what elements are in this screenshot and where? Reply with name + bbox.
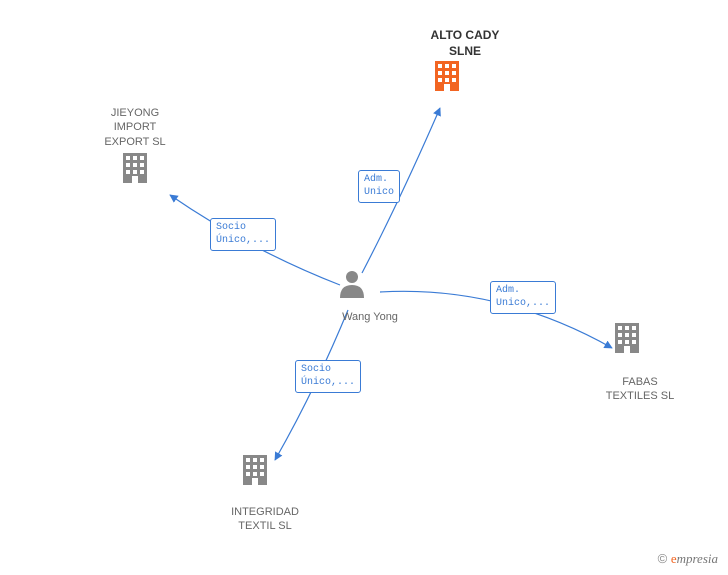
- building-icon-jieyong: [120, 151, 150, 190]
- edge-label-integridad: Socio Único,...: [295, 360, 361, 393]
- edge-label-jieyong: Socio Único,...: [210, 218, 276, 251]
- footer-attribution: © empresia: [658, 551, 718, 567]
- copyright-symbol: ©: [658, 551, 668, 566]
- building-icon-fabas: [612, 321, 642, 360]
- building-icon-integridad: [240, 453, 270, 492]
- building-icon-alto_cady: [432, 59, 462, 98]
- node-label-alto_cady: ALTO CADY SLNE: [410, 28, 520, 59]
- node-label-jieyong: JIEYONG IMPORT EXPORT SL: [95, 106, 175, 149]
- center-node-label: Wang Yong: [330, 310, 410, 324]
- person-icon: [338, 268, 366, 303]
- node-label-integridad: INTEGRIDAD TEXTIL SL: [215, 505, 315, 534]
- node-label-fabas: FABAS TEXTILES SL: [590, 375, 690, 404]
- edge-label-alto_cady: Adm. Unico: [358, 170, 400, 203]
- edge-label-fabas: Adm. Unico,...: [490, 281, 556, 314]
- brand-rest: mpresia: [677, 551, 718, 566]
